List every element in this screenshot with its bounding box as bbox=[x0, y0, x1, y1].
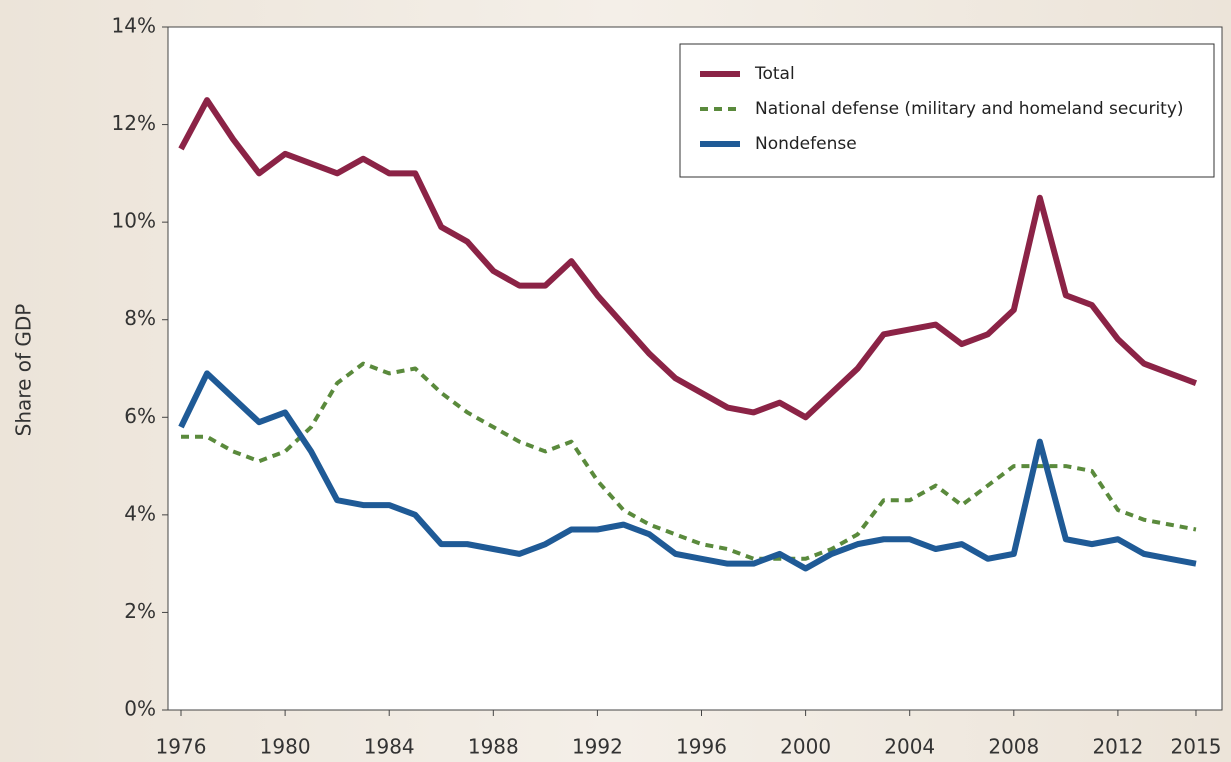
x-tick-label: 1988 bbox=[468, 735, 519, 759]
y-tick-label: 2% bbox=[124, 599, 156, 623]
x-tick-label: 1976 bbox=[156, 735, 207, 759]
y-tick-label: 6% bbox=[124, 404, 156, 428]
y-tick-label: 12% bbox=[112, 111, 156, 135]
x-tick-label: 1992 bbox=[572, 735, 623, 759]
x-tick-label: 2000 bbox=[780, 735, 831, 759]
series-line bbox=[178, 97, 1198, 421]
x-tick-label: 1996 bbox=[676, 735, 727, 759]
series-line bbox=[178, 370, 1197, 572]
y-tick-label: 0% bbox=[124, 697, 156, 721]
x-tick-label: 2012 bbox=[1092, 735, 1143, 759]
y-axis-label: Share of GDP bbox=[12, 304, 36, 437]
series-line bbox=[181, 361, 1197, 561]
legend-label: Nondefense bbox=[755, 134, 857, 154]
x-tick-label: 2008 bbox=[988, 735, 1039, 759]
y-tick-label: 10% bbox=[112, 209, 156, 233]
y-tick-label: 4% bbox=[124, 501, 156, 525]
x-tick-label: 2004 bbox=[884, 735, 935, 759]
x-tick-label: 1980 bbox=[260, 735, 311, 759]
x-tick-label: 1984 bbox=[364, 735, 415, 759]
x-tick-label: 2015 bbox=[1171, 735, 1222, 759]
legend-label: Total bbox=[754, 64, 795, 84]
legend-box bbox=[679, 43, 1215, 178]
y-tick-label: 8% bbox=[124, 306, 156, 330]
y-tick-label: 14% bbox=[112, 14, 156, 38]
legend-label: National defense (military and homeland … bbox=[755, 99, 1184, 119]
